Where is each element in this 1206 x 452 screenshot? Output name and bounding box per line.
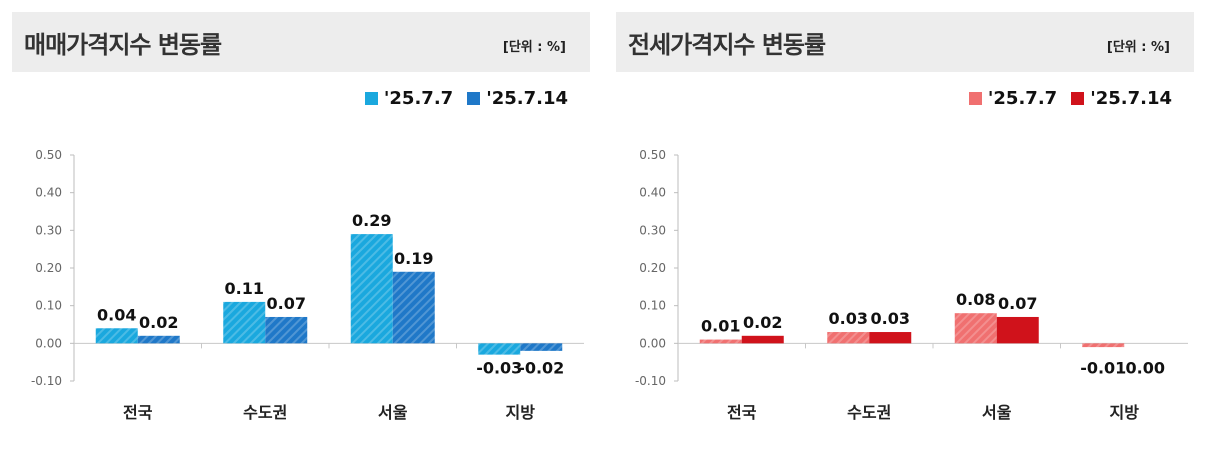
data-label: 0.07	[998, 294, 1037, 313]
data-label: 0.01	[701, 317, 740, 336]
category-label: 서울	[982, 403, 1012, 422]
category-label: 전국	[123, 403, 153, 422]
bar	[350, 234, 393, 344]
category-label: 서울	[378, 403, 408, 422]
legend-label: '25.7.7	[987, 88, 1058, 109]
chart-legend: '25.7.7 '25.7.14	[351, 88, 568, 109]
y-tick-label: 0.40	[35, 186, 62, 200]
legend-swatch	[968, 92, 982, 105]
category-label: 수도권	[847, 403, 891, 422]
legend-item-series-2: '25.7.14	[1071, 88, 1172, 109]
legend-label: '25.7.14	[1090, 88, 1172, 109]
data-label: 0.04	[97, 305, 136, 324]
bar	[95, 328, 138, 344]
legend-swatch	[364, 92, 378, 105]
y-tick-label: 0.10	[35, 299, 62, 313]
data-label: 0.11	[225, 279, 264, 298]
bar	[392, 271, 435, 344]
data-label: 0.00	[1126, 358, 1165, 377]
legend-item-series-2: '25.7.14	[467, 88, 568, 109]
y-tick-label: 0.30	[639, 223, 666, 237]
y-tick-label: 0.20	[35, 261, 62, 275]
bar	[699, 339, 742, 344]
chart-title: 전세가격지수 변동률	[628, 31, 826, 59]
chart-legend: '25.7.7 '25.7.14	[955, 88, 1172, 109]
legend-label: '25.7.7	[383, 88, 454, 109]
sales-price-change-panel: 매매가격지수 변동률 [단위 : %] '25.7.7 '25.7.14 0.5…	[12, 12, 590, 432]
legend-item-series-1: '25.7.7	[968, 88, 1058, 109]
bar	[741, 335, 784, 344]
y-tick-label: 0.00	[35, 336, 62, 350]
unit-label: [단위 : %]	[502, 40, 566, 55]
chart-title: 매매가격지수 변동률	[24, 31, 222, 59]
category-label: 지방	[506, 403, 536, 422]
jeonse-price-change-panel: 전세가격지수 변동률 [단위 : %] '25.7.7 '25.7.14 0.5…	[616, 12, 1194, 432]
data-label: 0.08	[956, 290, 995, 309]
legend-swatch	[467, 92, 481, 105]
bar	[996, 316, 1039, 344]
y-tick-label: 0.20	[639, 261, 666, 275]
category-label: 전국	[727, 403, 757, 422]
bar	[869, 332, 912, 344]
data-label: 0.29	[352, 211, 391, 230]
y-tick-label: -0.10	[635, 374, 666, 388]
legend-swatch	[1071, 92, 1085, 105]
bar-chart: 0.50 0.40 0.30 0.20 0.10 0.00 -0.10 0.04 0.02 전국 0…	[31, 148, 584, 422]
y-tick-label: 0.30	[35, 223, 62, 237]
unit-label: [단위 : %]	[1106, 40, 1170, 55]
category-label: 수도권	[243, 403, 287, 422]
bar	[520, 343, 563, 351]
legend-label: '25.7.14	[486, 88, 568, 109]
y-tick-label: 0.40	[639, 186, 666, 200]
bar-chart: 0.50 0.40 0.30 0.20 0.10 0.00 -0.10 0.01 0.02 전국 0…	[635, 148, 1188, 422]
data-label: 0.03	[871, 309, 910, 328]
category-label: 지방	[1110, 403, 1140, 422]
chart-header: 매매가격지수 변동률 [단위 : %]	[12, 12, 590, 72]
y-tick-label: 0.00	[639, 336, 666, 350]
data-label: 0.03	[829, 309, 868, 328]
data-label: 0.19	[394, 249, 433, 268]
data-label: -0.03	[476, 358, 522, 377]
bar	[954, 313, 997, 344]
bar	[223, 301, 266, 344]
data-label: -0.01	[1080, 358, 1126, 377]
chart-header: 전세가격지수 변동률 [단위 : %]	[616, 12, 1194, 72]
bar	[137, 335, 180, 344]
data-label: 0.02	[139, 313, 178, 332]
bar	[1082, 343, 1125, 348]
bar	[827, 332, 870, 344]
data-label: -0.02	[518, 358, 564, 377]
y-tick-label: 0.50	[639, 148, 666, 162]
bar	[265, 316, 308, 344]
y-tick-label: -0.10	[31, 374, 62, 388]
data-label: 0.02	[743, 313, 782, 332]
y-tick-label: 0.10	[639, 299, 666, 313]
legend-item-series-1: '25.7.7	[364, 88, 454, 109]
data-label: 0.07	[267, 294, 306, 313]
bar	[478, 343, 521, 355]
y-tick-label: 0.50	[35, 148, 62, 162]
